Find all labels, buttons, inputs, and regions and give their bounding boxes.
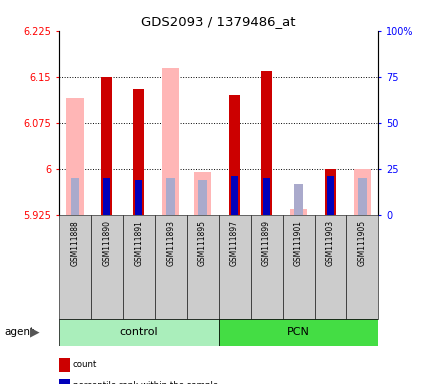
Text: PCN: PCN [286, 327, 309, 337]
Text: GSM111893: GSM111893 [166, 220, 175, 266]
Title: GDS2093 / 1379486_at: GDS2093 / 1379486_at [141, 15, 295, 28]
Bar [263, 178, 269, 215]
Text: GSM111891: GSM111891 [134, 220, 143, 266]
Text: GSM111899: GSM111899 [261, 220, 270, 266]
Bar [155, 215, 186, 319]
Bar [166, 178, 174, 215]
Text: GSM111905: GSM111905 [357, 220, 366, 266]
Text: GSM111890: GSM111890 [102, 220, 111, 266]
Bar [133, 89, 144, 215]
Bar [260, 71, 272, 215]
Bar [326, 176, 333, 215]
Text: GSM111903: GSM111903 [325, 220, 334, 266]
Bar [186, 215, 218, 319]
Bar [101, 77, 112, 215]
Bar [324, 169, 335, 215]
Bar [91, 215, 122, 319]
Bar [346, 215, 378, 319]
Bar [353, 169, 370, 215]
Bar [218, 319, 378, 346]
Bar [218, 215, 250, 319]
Bar [198, 180, 206, 215]
Bar [135, 180, 141, 215]
Bar [70, 178, 79, 215]
Text: GSM111901: GSM111901 [293, 220, 302, 266]
Text: ▶: ▶ [30, 326, 40, 339]
Bar [59, 319, 218, 346]
Text: agent: agent [4, 327, 34, 337]
Bar [122, 215, 155, 319]
Text: count: count [72, 360, 97, 369]
Bar [314, 215, 345, 319]
Bar [103, 178, 110, 215]
Text: percentile rank within the sample: percentile rank within the sample [72, 381, 217, 384]
Bar [66, 98, 83, 215]
Bar [294, 184, 302, 215]
Bar [228, 95, 240, 215]
Bar [289, 209, 306, 215]
Bar [282, 215, 314, 319]
Bar [59, 215, 91, 319]
Text: GSM111897: GSM111897 [230, 220, 239, 266]
Text: GSM111888: GSM111888 [70, 220, 79, 266]
Bar [161, 68, 179, 215]
Bar [231, 176, 237, 215]
Bar [250, 215, 282, 319]
Text: GSM111895: GSM111895 [197, 220, 207, 266]
Bar [194, 172, 211, 215]
Bar [358, 178, 366, 215]
Text: control: control [119, 327, 158, 337]
